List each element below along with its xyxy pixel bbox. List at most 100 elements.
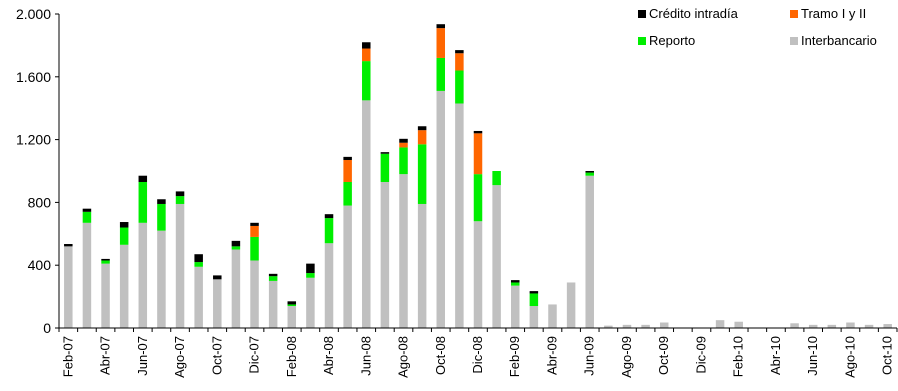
bar-segment bbox=[604, 325, 613, 328]
bar-segment bbox=[455, 103, 464, 329]
x-tick-label: Abr-10 bbox=[768, 336, 783, 375]
bar-segment bbox=[362, 61, 371, 101]
bar-segment bbox=[324, 218, 334, 244]
bar-segment bbox=[250, 225, 259, 237]
bar-segment bbox=[436, 57, 446, 91]
bar-segment bbox=[436, 28, 446, 58]
bar-segment bbox=[510, 280, 520, 283]
bar-segment bbox=[101, 260, 110, 264]
bar-segment bbox=[417, 144, 427, 204]
bar-segment bbox=[417, 203, 427, 328]
bar-segment bbox=[287, 304, 297, 307]
bar-segment bbox=[101, 263, 110, 328]
bar-segment bbox=[510, 282, 520, 286]
bar-segment bbox=[82, 208, 92, 212]
legend-swatch bbox=[790, 37, 798, 45]
bar-segment bbox=[473, 133, 483, 175]
legend-item: Crédito intradía bbox=[638, 6, 739, 21]
bar-segment bbox=[864, 324, 874, 328]
y-axis: 0 400 800 1.200 1.600 2.000 bbox=[16, 6, 60, 336]
x-tick-label: Oct-08 bbox=[433, 336, 448, 375]
bar-segment bbox=[362, 100, 371, 328]
bar-segment bbox=[529, 291, 539, 294]
y-tick-label: 1.600 bbox=[16, 69, 51, 85]
bar-segment bbox=[343, 205, 352, 328]
bar-segment bbox=[119, 222, 129, 228]
legend-swatch bbox=[638, 37, 646, 45]
bar-area bbox=[64, 24, 892, 329]
bar-segment bbox=[641, 324, 650, 328]
bar-segment bbox=[175, 196, 185, 204]
bar-segment bbox=[734, 321, 743, 328]
bar-segment bbox=[715, 320, 725, 328]
bar-segment bbox=[622, 324, 632, 328]
x-tick-label: Jun-07 bbox=[135, 336, 150, 376]
bar-segment bbox=[306, 263, 315, 274]
bar-segment bbox=[268, 280, 278, 328]
bar-segment bbox=[380, 181, 390, 328]
bar-segment bbox=[119, 227, 129, 245]
bar-segment bbox=[343, 181, 352, 206]
x-tick-label: Abr-08 bbox=[321, 336, 336, 375]
bar-segment bbox=[380, 152, 390, 154]
x-tick-label: Ago-07 bbox=[172, 336, 187, 378]
bar-segment bbox=[846, 322, 855, 328]
x-tick-label: Feb-09 bbox=[507, 336, 522, 377]
bar-segment bbox=[455, 70, 464, 104]
bar-segment bbox=[362, 48, 371, 62]
bar-segment bbox=[473, 130, 483, 134]
x-tick-label: Ago-10 bbox=[842, 336, 857, 378]
bar-segment bbox=[268, 276, 278, 281]
bar-segment bbox=[138, 181, 148, 223]
legend-label: Tramo I y II bbox=[801, 6, 866, 21]
bar-segment bbox=[157, 199, 166, 204]
bar-segment bbox=[585, 175, 594, 328]
bar-segment bbox=[82, 222, 92, 328]
bar-segment bbox=[529, 306, 539, 328]
bar-segment bbox=[231, 246, 241, 250]
x-tick-label: Abr-09 bbox=[544, 336, 559, 375]
x-tick-label: Oct-09 bbox=[656, 336, 671, 375]
bar-segment bbox=[455, 53, 464, 71]
x-tick-label: Oct-07 bbox=[209, 336, 224, 375]
y-tick-label: 0 bbox=[43, 320, 51, 336]
bar-segment bbox=[529, 293, 539, 307]
legend-item: Tramo I y II bbox=[790, 6, 866, 21]
bar-segment bbox=[566, 282, 576, 328]
bar-segment bbox=[213, 279, 222, 328]
bar-segment bbox=[64, 244, 73, 247]
y-tick-label: 1.200 bbox=[16, 132, 51, 148]
x-tick-label: Ago-09 bbox=[619, 336, 634, 378]
bar-segment bbox=[157, 203, 166, 231]
x-tick-label: Jun-10 bbox=[805, 336, 820, 376]
bar-segment bbox=[287, 306, 297, 328]
bar-segment bbox=[194, 254, 203, 263]
legend-item: Reporto bbox=[638, 33, 695, 48]
bar-segment bbox=[659, 322, 669, 328]
x-tick-label: Oct-10 bbox=[880, 336, 895, 375]
x-tick-label: Feb-08 bbox=[284, 336, 299, 377]
bar-segment bbox=[436, 90, 446, 329]
bar-segment bbox=[306, 273, 315, 278]
bar-segment bbox=[883, 324, 892, 328]
bar-segment bbox=[250, 260, 259, 328]
bar-segment bbox=[436, 24, 446, 29]
bar-segment bbox=[213, 275, 222, 280]
bar-segment bbox=[455, 50, 464, 54]
bar-segment bbox=[175, 191, 185, 197]
legend-label: Interbancario bbox=[801, 33, 877, 48]
y-tick-label: 800 bbox=[28, 194, 52, 210]
y-tick-label: 400 bbox=[28, 257, 52, 273]
legend-label: Crédito intradía bbox=[649, 6, 739, 21]
bar-segment bbox=[194, 262, 203, 267]
bar-segment bbox=[343, 160, 352, 182]
legend-item: Interbancario bbox=[790, 33, 877, 48]
bar-segment bbox=[231, 240, 241, 247]
bar-segment bbox=[790, 323, 799, 328]
bar-segment bbox=[119, 244, 129, 328]
bar-segment bbox=[585, 172, 594, 176]
legend-label: Reporto bbox=[649, 33, 695, 48]
bar-segment bbox=[585, 171, 594, 173]
bar-segment bbox=[324, 243, 334, 328]
